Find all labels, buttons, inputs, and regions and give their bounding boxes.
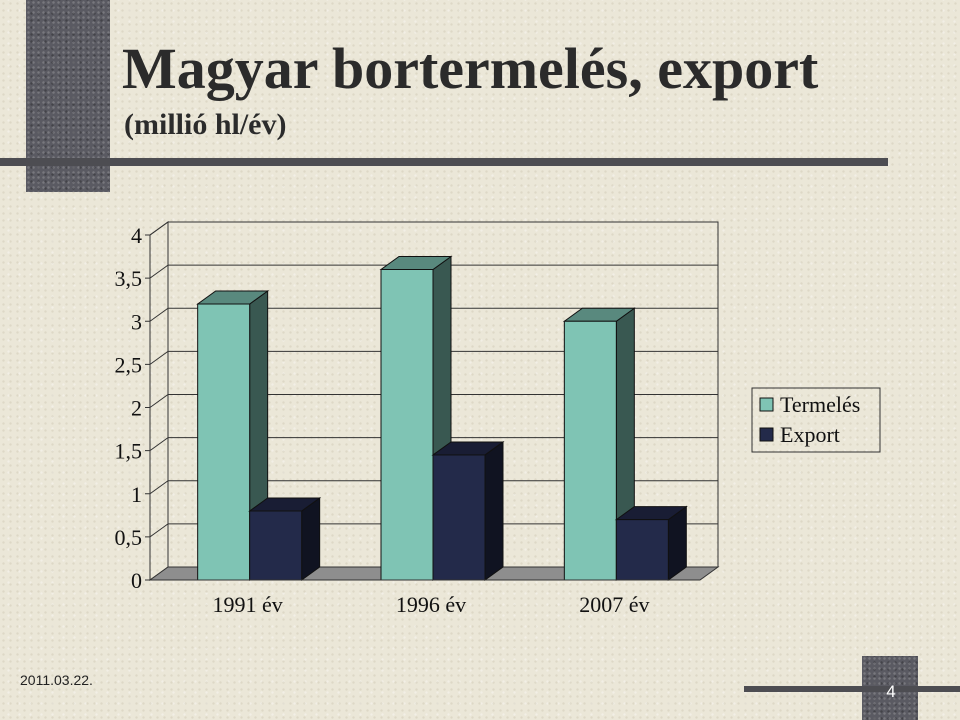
y-tick-label: 3: [131, 309, 142, 334]
legend-box: [751, 387, 881, 453]
gridline-side: [149, 523, 169, 538]
y-tick-label: 0: [131, 568, 142, 593]
y-tick-label: 2,5: [115, 352, 143, 377]
legend-swatch: [759, 397, 774, 412]
gridline-side: [149, 350, 169, 365]
y-tick-label: 3,5: [115, 266, 143, 291]
bar-front-face: [197, 303, 251, 581]
y-tick-label: 1,5: [115, 439, 143, 464]
y-tick-label: 2: [131, 396, 142, 421]
bar-front-face: [615, 519, 669, 581]
gridline-side: [149, 264, 169, 279]
legend-label: Export: [780, 422, 840, 447]
chart-bars: [196, 255, 688, 581]
slide-title: Magyar bortermelés, export: [122, 36, 819, 101]
y-axis: 0 0,5 1 1,5 2 2,5 3 3,5 4: [115, 223, 151, 593]
gridline-side: [149, 307, 169, 322]
slide-date: 2011.03.22.: [20, 672, 93, 688]
chart-legend: Termelés Export: [751, 387, 881, 453]
bar-front-face: [380, 269, 434, 581]
bar-front-face: [432, 454, 486, 581]
y-tick-label: 1: [131, 482, 142, 507]
x-tick-label: 1996 év: [396, 592, 466, 617]
gridline-side: [149, 480, 169, 495]
y-tick-label: 0,5: [115, 525, 143, 550]
x-tick-label: 1991 év: [213, 592, 283, 617]
bar-side-face: [484, 440, 504, 581]
slide-subtitle: (millió hl/év): [124, 108, 287, 141]
bar-front-face: [563, 320, 617, 581]
legend-label: Termelés: [780, 392, 860, 417]
bar-side-face: [301, 497, 321, 581]
x-axis: 1991 év 1996 év 2007 év: [150, 579, 700, 617]
bar-export-2: [431, 440, 505, 581]
y-tick-label: 4: [131, 223, 142, 248]
legend-swatch: [759, 427, 774, 442]
bar-front-face: [249, 510, 303, 581]
gridline-side: [149, 221, 169, 236]
x-tick-label: 2007 év: [579, 592, 649, 617]
bar-export-1: [248, 497, 322, 581]
gridline-side: [149, 394, 169, 408]
title-underline-rule: [0, 158, 888, 166]
bar-export-3: [614, 505, 688, 581]
footer-rule: [744, 686, 960, 692]
gridline-side: [149, 437, 169, 452]
page-number: 4: [886, 682, 896, 701]
